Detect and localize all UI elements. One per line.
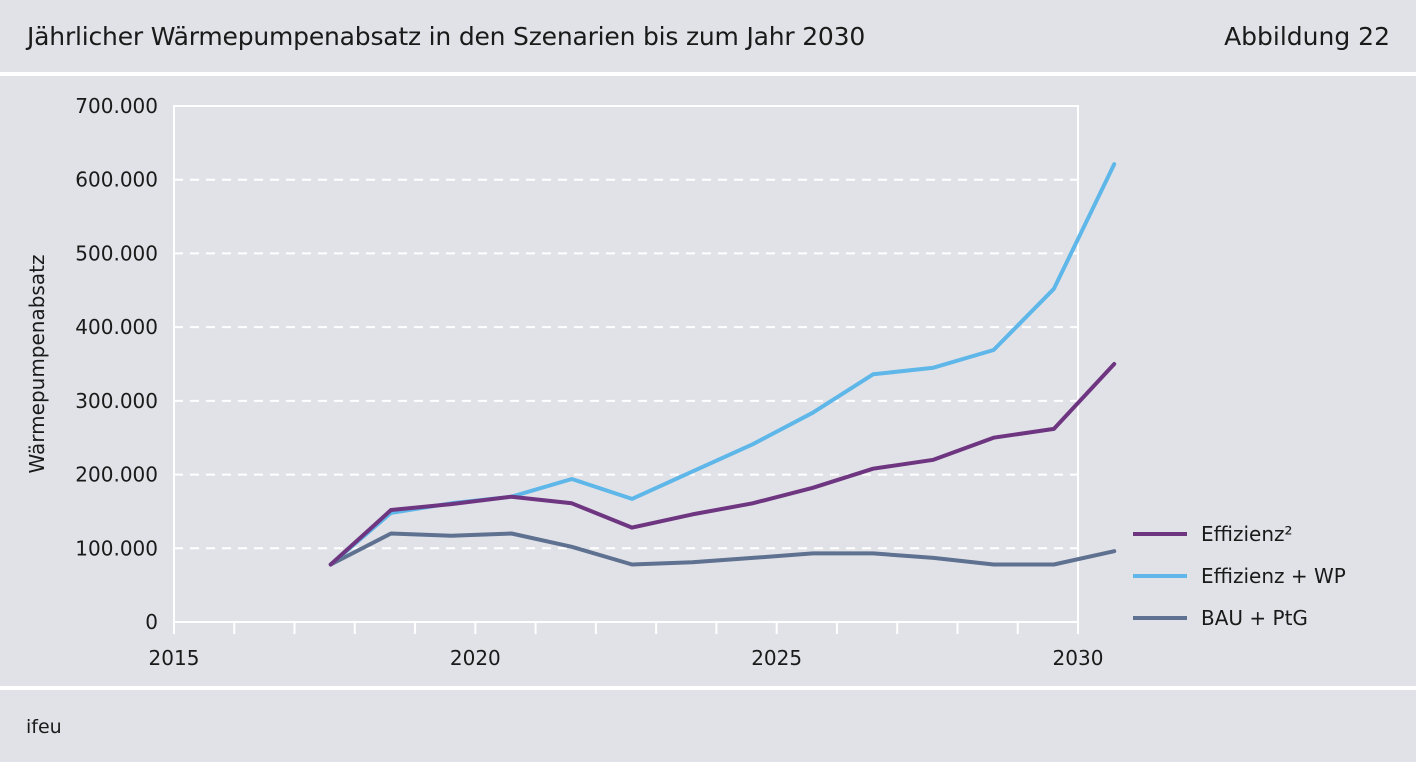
y-tick-label: 700.000 — [75, 94, 158, 118]
y-tick-label: 100.000 — [75, 536, 158, 560]
x-tick-label: 2015 — [149, 646, 200, 670]
plot-frame — [173, 105, 1079, 623]
figure-label: Abbildung 22 — [1224, 22, 1390, 51]
legend-label: Effizienz² — [1201, 522, 1293, 546]
x-tick-label: 2020 — [450, 646, 501, 670]
y-tick-label: 600.000 — [75, 168, 158, 192]
y-axis-title: Wärmepumpenabsatz — [25, 255, 49, 474]
line-chart: 0 100.000 200.000 300.000 400.000 500.000 600.… — [25, 94, 1346, 670]
y-tick-label: 500.000 — [75, 241, 158, 265]
x-tick-label: 2030 — [1053, 646, 1104, 670]
bottom-divider — [0, 686, 1416, 690]
source-label: ifeu — [26, 716, 62, 738]
y-tick-label: 400.000 — [75, 315, 158, 339]
y-tick-label: 300.000 — [75, 389, 158, 413]
chart-title: Jährlicher Wärmepumpenabsatz in den Szen… — [27, 22, 866, 51]
legend-label: Effizienz + WP — [1201, 564, 1346, 588]
x-tick-label: 2025 — [751, 646, 802, 670]
header: Jährlicher Wärmepumpenabsatz in den Szen… — [0, 0, 1416, 74]
top-divider — [0, 72, 1416, 76]
y-tick-label: 0 — [145, 610, 158, 634]
y-tick-label: 200.000 — [75, 463, 158, 487]
legend-label: BAU + PtG — [1201, 606, 1308, 630]
series-line-3 — [328, 531, 1117, 567]
series-line-1 — [328, 362, 1117, 567]
